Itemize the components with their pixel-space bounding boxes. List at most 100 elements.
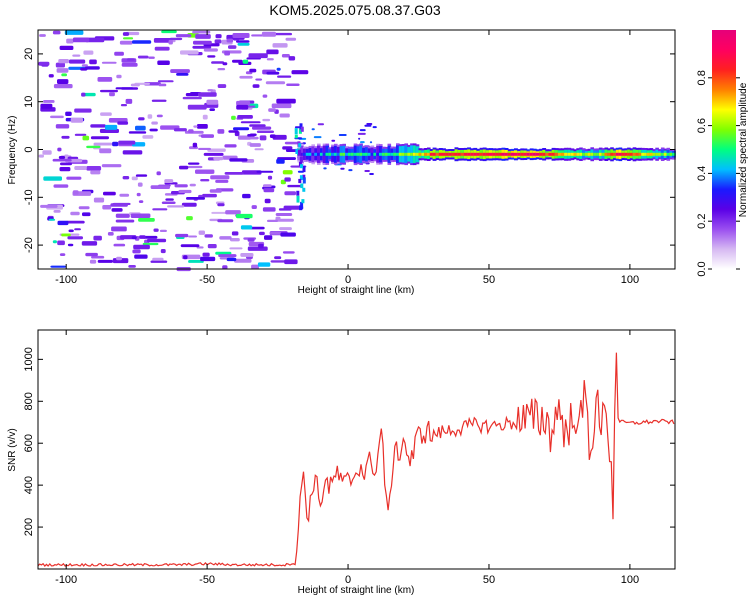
- heatmap-cell: [240, 121, 261, 124]
- heatmap-cell: [234, 258, 252, 263]
- heatmap-cell: [136, 192, 141, 197]
- snr-panel: -100 -50 0 50 100 200 400 600 800 1000 Height of…: [7, 329, 676, 596]
- heatmap-cell: [501, 152, 506, 156]
- heatmap-cell: [225, 210, 241, 215]
- heatmap-cell: [295, 148, 299, 154]
- heatmap-cell: [239, 75, 253, 79]
- heatmap-cell: [167, 205, 185, 208]
- heatmap-cell: [200, 179, 210, 182]
- heatmap-cell: [418, 152, 423, 156]
- spectrogram-y-tick-label: -20: [23, 237, 35, 253]
- heatmap-cell: [236, 213, 253, 219]
- heatmap-cell: [587, 152, 592, 156]
- heatmap-cell: [132, 249, 141, 254]
- heatmap-cell: [107, 232, 114, 236]
- heatmap-cell: [523, 152, 528, 156]
- heatmap-cell: [97, 77, 113, 82]
- heatmap-cell: [161, 201, 176, 204]
- heatmap-cell: [451, 152, 456, 156]
- heatmap-cell: [224, 50, 230, 56]
- heatmap-cell: [53, 210, 61, 213]
- heatmap-cell: [43, 100, 55, 103]
- heatmap-cell: [198, 230, 205, 235]
- heatmap-cell: [59, 253, 66, 256]
- heatmap-cell: [485, 152, 490, 156]
- heatmap-cell: [557, 152, 562, 156]
- heatmap-cell: [117, 121, 129, 125]
- heatmap-cell: [64, 154, 69, 160]
- heatmap-cell: [74, 166, 87, 170]
- heatmap-cell: [184, 130, 204, 134]
- heatmap-cell: [266, 49, 279, 55]
- heatmap-cell: [192, 30, 211, 34]
- heatmap-cell: [123, 37, 134, 40]
- heatmap-cell: [142, 242, 159, 246]
- heatmap-cell: [147, 114, 153, 119]
- snr-y-tick-label: 200: [23, 518, 35, 536]
- heatmap-cell: [345, 152, 349, 156]
- heatmap-cell: [240, 225, 253, 230]
- heatmap-cell: [627, 152, 631, 156]
- heatmap-cell: [362, 152, 366, 156]
- heatmap-cell: [256, 130, 274, 133]
- heatmap-cell: [198, 147, 211, 150]
- heatmap-cell: [535, 152, 540, 156]
- heatmap-cell: [43, 176, 62, 181]
- heatmap-cell: [156, 114, 163, 118]
- heatmap-cell: [120, 104, 127, 107]
- heatmap-cell: [415, 152, 420, 156]
- heatmap-cell: [207, 244, 217, 249]
- heatmap-cell: [421, 152, 425, 156]
- heatmap-cell: [262, 94, 268, 98]
- heatmap-cell: [192, 142, 198, 148]
- heatmap-cell: [298, 178, 302, 184]
- heatmap-cell: [189, 183, 196, 187]
- heatmap-cell: [610, 152, 614, 156]
- heatmap-cell: [261, 31, 276, 37]
- heatmap-cell: [495, 152, 500, 156]
- heatmap-cell: [348, 152, 352, 156]
- heatmap-cell: [249, 143, 261, 147]
- heatmap-cell: [231, 115, 236, 120]
- heatmap-cell: [615, 152, 620, 156]
- heatmap-cell: [91, 255, 105, 259]
- heatmap-cell: [121, 62, 138, 67]
- heatmap-cell: [267, 219, 278, 222]
- chart-title: KOM5.2025.075.08.37.G03: [269, 2, 440, 18]
- spectrogram-y-axis-label: Frequency (Hz): [7, 116, 18, 185]
- spectrogram-x-tick-label: 100: [621, 274, 639, 286]
- heatmap-cell: [217, 68, 226, 71]
- heatmap-cell: [300, 183, 304, 189]
- heatmap-cell: [226, 38, 234, 43]
- heatmap-cell: [514, 152, 518, 156]
- heatmap-cell: [663, 152, 668, 156]
- spectrogram-x-tick-label: 0: [345, 274, 351, 286]
- heatmap-cell: [50, 265, 67, 268]
- snr-x-tick-label: 100: [621, 574, 639, 586]
- heatmap-cell: [249, 124, 266, 127]
- heatmap-cell: [529, 152, 534, 156]
- heatmap-cell: [55, 62, 65, 68]
- heatmap-cell: [576, 152, 580, 156]
- heatmap-cell: [176, 73, 189, 76]
- heatmap-cell: [74, 228, 81, 231]
- heatmap-cell: [165, 198, 174, 201]
- heatmap-cell: [99, 128, 119, 133]
- heatmap-cell: [390, 152, 394, 156]
- heatmap-cell: [152, 208, 168, 211]
- heatmap-cell: [93, 235, 102, 241]
- heatmap-cell: [119, 40, 133, 45]
- spectrogram-x-tick-label: 50: [483, 274, 495, 286]
- heatmap-cell: [296, 195, 300, 203]
- heatmap-cell: [644, 152, 648, 156]
- heatmap-cell: [379, 152, 383, 156]
- heatmap-cell: [111, 208, 123, 212]
- heatmap-cell: [116, 74, 122, 79]
- heatmap-cell: [401, 152, 406, 156]
- heatmap-cell: [134, 254, 148, 259]
- heatmap-cell: [122, 32, 129, 36]
- heatmap-signal-band: [294, 123, 676, 211]
- heatmap-cell: [284, 177, 291, 182]
- snr-y-tick-label: 800: [23, 392, 35, 410]
- heatmap-cell: [72, 37, 90, 43]
